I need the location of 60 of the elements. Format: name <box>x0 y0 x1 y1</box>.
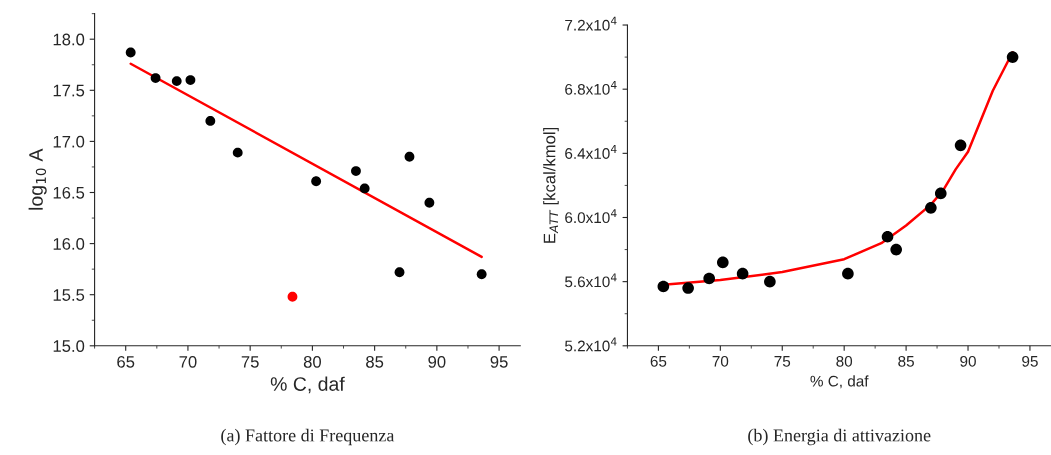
point <box>394 267 405 278</box>
point <box>703 272 715 285</box>
x-tick-label: 70 <box>712 355 729 367</box>
y-tick-label: 7.2x10$^{4}$ <box>565 16 617 31</box>
x-tick-label: 90 <box>428 355 446 368</box>
x-tick-label: 80 <box>303 355 322 368</box>
x-tick-label: 65 <box>650 355 667 367</box>
point <box>359 183 370 194</box>
point <box>881 230 894 243</box>
point <box>476 269 487 280</box>
x-tick-label: 95 <box>1022 355 1038 367</box>
x-tick-label: 90 <box>960 355 976 367</box>
text: (a) Fattore di Frequenza <box>221 428 395 446</box>
y-tick-label: 15.0 <box>53 340 85 352</box>
y-tick-label: 18.0 <box>53 33 85 46</box>
y-tick-label: 16.5 <box>53 186 85 199</box>
x-tick-label: 95 <box>490 355 508 368</box>
point <box>736 267 749 280</box>
point <box>171 76 182 87</box>
y-tick-label: 15.5 <box>53 289 85 301</box>
point <box>657 280 670 293</box>
y-tick-label: 6.0x10$^{4}$ <box>565 209 617 224</box>
point <box>205 116 216 126</box>
y-axis-title: E$_{ATT}$ [kcal/kmol] <box>543 127 559 243</box>
point <box>351 166 361 176</box>
point <box>232 147 243 158</box>
y-tick-label: 5.6x10$^{4}$ <box>565 273 617 288</box>
point <box>287 291 298 302</box>
x-tick-label: 85 <box>898 355 914 367</box>
point <box>925 202 937 214</box>
y-tick-label: 17.0 <box>53 135 85 148</box>
x-tick-label: 85 <box>366 355 384 368</box>
y-tick-label: 17.5 <box>53 84 85 97</box>
x-tick-label: 80 <box>836 355 853 367</box>
y-axis-title: log$_{10}$ A <box>28 148 47 210</box>
point <box>682 282 694 294</box>
y-tick-label: 16.0 <box>53 238 85 250</box>
y-tick-label: 6.8x10$^{4}$ <box>565 80 617 95</box>
point <box>890 243 902 256</box>
point <box>842 267 854 280</box>
x-axis-title: % C, daf <box>810 375 869 389</box>
point <box>954 139 967 152</box>
y-tick-label: 6.4x10$^{4}$ <box>565 145 617 159</box>
point <box>934 187 947 200</box>
text: (b) Energia di attivazione <box>748 428 931 446</box>
point <box>404 151 415 162</box>
point <box>185 75 196 85</box>
point <box>125 47 136 58</box>
point <box>1006 51 1019 63</box>
point <box>311 176 322 187</box>
x-tick-label: 65 <box>117 355 135 368</box>
point <box>424 197 435 208</box>
x-axis-title: % C, daf <box>270 376 345 394</box>
point <box>717 256 729 269</box>
y-tick-label: 5.2x10$^{4}$ <box>565 337 617 352</box>
point <box>150 73 161 83</box>
x-tick-label: 70 <box>179 355 197 368</box>
point <box>764 275 776 288</box>
x-tick-label: 75 <box>774 356 791 367</box>
x-tick-label: 75 <box>241 356 259 368</box>
